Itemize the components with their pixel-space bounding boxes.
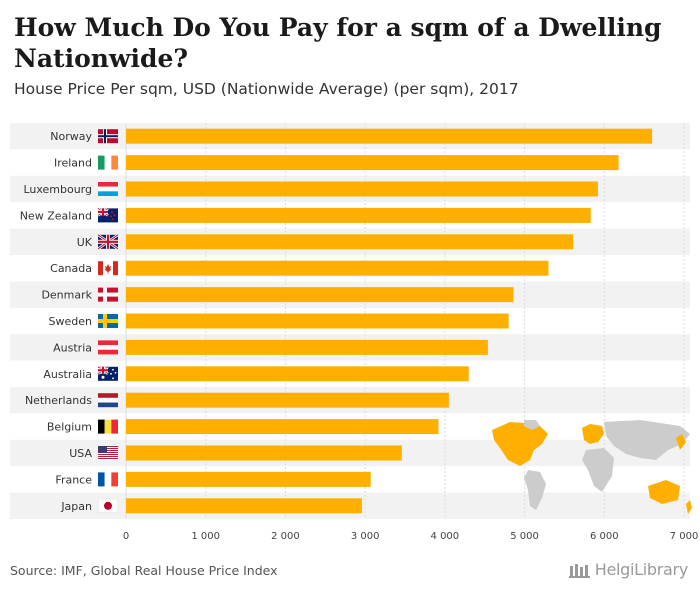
asia-shape <box>604 420 690 460</box>
austria-flag <box>98 340 118 355</box>
bar[interactable] <box>126 419 439 435</box>
world-map-inset <box>492 420 692 514</box>
bar[interactable] <box>126 313 509 329</box>
chart-subtitle: House Price Per sqm, USD (Nationwide Ave… <box>14 80 519 98</box>
x-axis-ticks: 0 1 000 2 000 3 000 4 000 5 000 6 000 7 000 <box>123 531 699 542</box>
bar[interactable] <box>126 207 591 223</box>
sweden-flag <box>98 314 118 328</box>
bar[interactable] <box>126 471 371 487</box>
japan-shape <box>676 434 686 450</box>
australia-flag <box>97 365 118 381</box>
north-america-shape <box>492 422 548 466</box>
category-label: France <box>55 473 92 486</box>
x-tick-label: 3 000 <box>351 531 380 542</box>
norway-flag <box>98 129 118 144</box>
luxembourg-flag <box>98 182 118 196</box>
category-label: Netherlands <box>25 394 92 407</box>
netherlands-flag <box>98 393 118 408</box>
japan-flag <box>98 498 118 513</box>
source-note: Source: IMF, Global Real House Price Ind… <box>10 563 278 578</box>
logo-text: HelgiLibrary <box>594 560 689 579</box>
bar[interactable] <box>126 287 514 303</box>
australia-shape <box>648 480 680 504</box>
bar[interactable] <box>126 366 469 382</box>
france-flag <box>98 472 118 487</box>
helgi-library-logo[interactable]: HelgiLibrary <box>568 560 689 579</box>
x-tick-label: 5 000 <box>510 531 539 542</box>
category-label: Canada <box>50 262 92 275</box>
africa-shape <box>582 448 614 492</box>
category-label: USA <box>69 447 92 460</box>
category-label: Luxembourg <box>23 183 92 196</box>
x-tick-label: 2 000 <box>271 531 300 542</box>
x-tick-label: 1 000 <box>191 531 220 542</box>
flags <box>97 129 119 513</box>
belgium-flag <box>98 419 118 434</box>
europe-shape <box>582 424 604 444</box>
category-labels: Norway Ireland Luxembourg New Zealand UK Cana… <box>20 130 93 513</box>
bar[interactable] <box>126 392 449 408</box>
bar[interactable] <box>126 498 362 514</box>
category-label: UK <box>77 236 93 249</box>
bar[interactable] <box>126 260 549 276</box>
bar[interactable] <box>126 445 402 461</box>
new-zealand-flag <box>97 207 118 223</box>
bar[interactable] <box>126 339 488 355</box>
category-label: Belgium <box>47 421 92 434</box>
uk-flag <box>97 233 119 250</box>
bar[interactable] <box>126 181 598 197</box>
bar[interactable] <box>126 128 653 144</box>
denmark-flag <box>98 287 118 302</box>
bars <box>126 128 653 514</box>
usa-flag <box>98 446 118 460</box>
category-label: Sweden <box>49 315 92 328</box>
category-label: Ireland <box>54 157 92 170</box>
x-tick-label: 4 000 <box>431 531 460 542</box>
new-zealand-shape <box>686 500 692 514</box>
south-america-shape <box>524 470 546 510</box>
x-tick-label: 0 <box>123 531 129 542</box>
library-icon <box>568 563 590 578</box>
category-label: Austria <box>53 341 92 354</box>
ireland-flag <box>98 155 118 170</box>
bar[interactable] <box>126 234 574 250</box>
category-label: New Zealand <box>20 209 92 222</box>
category-label: Japan <box>60 500 92 513</box>
bar[interactable] <box>126 155 619 171</box>
x-tick-label: 7 000 <box>670 531 699 542</box>
category-label: Denmark <box>41 289 92 302</box>
category-label: Australia <box>43 368 92 381</box>
chart-title: How Much Do You Pay for a sqm of a Dwell… <box>14 13 662 73</box>
x-tick-label: 6 000 <box>590 531 619 542</box>
row-bands <box>10 123 690 519</box>
canada-flag <box>98 261 118 276</box>
greenland-shape <box>524 420 540 430</box>
category-label: Norway <box>50 130 92 143</box>
